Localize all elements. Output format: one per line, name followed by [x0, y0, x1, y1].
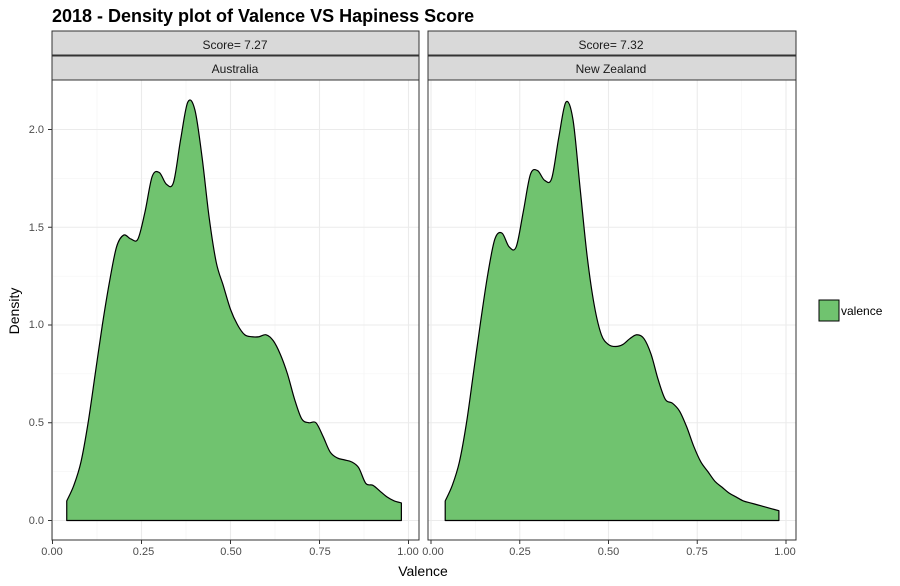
x-tick-label: 0.00: [41, 546, 62, 558]
y-tick-label: 0.5: [29, 417, 44, 429]
x-tick-label: 0.25: [133, 546, 154, 558]
strip-score: [51, 30, 420, 56]
panel-border: [51, 79, 420, 541]
x-tick-label: 0.25: [509, 546, 530, 558]
y-tick-label: 0.0: [29, 515, 44, 527]
y-tick-label: 2.0: [29, 124, 44, 136]
panel-new-zealand: [427, 30, 797, 544]
strip-country: [51, 55, 420, 81]
x-tick-label: 0.50: [220, 546, 241, 558]
y-axis-title: Density: [6, 288, 22, 335]
x-axis-title: Valence: [398, 563, 448, 579]
strip-label-country-new-zealand: New Zealand: [576, 62, 647, 76]
chart-title: 2018 - Density plot of Valence VS Hapine…: [52, 6, 474, 26]
legend-key-valence: [818, 299, 840, 322]
x-tick-label: 1.00: [774, 546, 795, 558]
density-area: [444, 100, 780, 522]
panel-border: [427, 79, 797, 541]
density-area: [66, 99, 402, 522]
strip-country: [427, 55, 797, 81]
x-tick-label: 0.75: [309, 546, 330, 558]
strip-score: [427, 30, 797, 56]
strip-label-country-australia: Australia: [212, 62, 259, 76]
panel-australia: [48, 30, 420, 544]
x-tick-label: 0.50: [598, 546, 619, 558]
legend-label-valence: valence: [841, 304, 883, 318]
strip-label-score-australia: Score= 7.27: [202, 38, 267, 52]
x-tick-label: 0.00: [422, 546, 443, 558]
strip-label-score-new-zealand: Score= 7.32: [578, 38, 643, 52]
y-tick-label: 1.0: [29, 319, 44, 331]
y-tick-label: 1.5: [29, 222, 44, 234]
x-tick-label: 0.75: [686, 546, 707, 558]
x-tick-label: 1.00: [397, 546, 418, 558]
